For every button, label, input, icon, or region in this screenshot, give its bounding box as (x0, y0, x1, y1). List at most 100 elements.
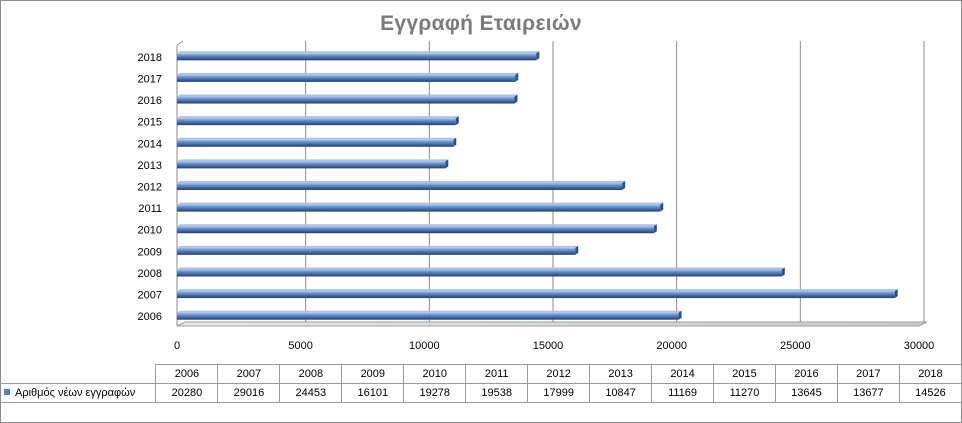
data-table-value: 11270 (713, 383, 776, 403)
bar-face (177, 161, 446, 169)
data-table-year: 2010 (403, 364, 467, 384)
bar-end (455, 116, 459, 126)
data-table-year: 2014 (651, 364, 715, 384)
x-tick-label: 20000 (656, 340, 687, 352)
data-table-value: 11169 (651, 383, 715, 403)
y-axis-depth (176, 40, 184, 46)
data-table-year: 2012 (527, 364, 591, 384)
bar-face (177, 183, 623, 190)
x-tick-label: 0 (174, 340, 180, 352)
data-table-year: 2007 (217, 364, 281, 384)
bar (177, 245, 579, 255)
data-table-value: 16101 (341, 383, 405, 403)
bar-face (177, 118, 456, 126)
bar-face (177, 247, 576, 255)
data-table-value: 29016 (217, 383, 281, 403)
y-tick-label: 2006 (138, 311, 162, 323)
data-table-header-row: 2006 2007 2008 2009 2010 2011 2012 2013 2014 2015… (0, 364, 962, 384)
bar (177, 202, 664, 212)
bar-end (453, 137, 457, 147)
y-tick-label: 2015 (138, 117, 162, 129)
bar-face (177, 53, 537, 61)
data-table-value: 24453 (279, 383, 343, 403)
x-tick-label: 25000 (780, 340, 811, 352)
bar-face (177, 226, 654, 234)
y-tick-label: 2012 (138, 182, 162, 194)
x-tick-label: 5000 (288, 340, 312, 352)
bar (177, 116, 459, 126)
bar-top (177, 94, 518, 97)
bar (177, 289, 898, 299)
x-tick-label: 15000 (533, 340, 564, 352)
data-table-year: 2018 (898, 364, 962, 384)
bar-end (653, 224, 657, 234)
bar-face (177, 291, 895, 299)
data-table-year: 2008 (279, 364, 343, 384)
bar-top (177, 224, 657, 227)
bar-top (177, 72, 519, 75)
bar-end (781, 267, 785, 277)
y-tick-label: 2013 (138, 160, 162, 172)
bar-face (177, 96, 515, 104)
y-tick-label: 2008 (138, 268, 162, 280)
data-table-year: 2016 (774, 364, 838, 384)
bar (177, 51, 540, 61)
bar (177, 159, 449, 169)
chart-title: Εγγραφή Εταιρειών (380, 12, 582, 35)
data-table-year: 2011 (465, 364, 529, 384)
data-table-series-label: Αριθμός νέων εγγραφών (0, 383, 157, 403)
bar (177, 72, 519, 82)
data-table-value: 20280 (155, 383, 219, 403)
data-table-corner (0, 364, 157, 384)
bar (177, 267, 785, 277)
data-table-value: 10847 (589, 383, 653, 403)
bar-end (622, 181, 626, 190)
bar-face (177, 312, 679, 320)
x-tick-label: 10000 (409, 340, 440, 352)
y-tick-label: 2017 (138, 73, 162, 85)
bar-end (678, 310, 682, 320)
data-table-value: 13645 (774, 383, 838, 403)
bar-face (177, 139, 454, 147)
bar-top (177, 245, 579, 248)
y-tick-label: 2009 (138, 246, 162, 258)
bar-end (660, 202, 664, 212)
y-tick-label: 2007 (138, 290, 162, 302)
data-table-value: 19538 (465, 383, 529, 403)
bar-end (514, 94, 518, 104)
data-table-value: 13677 (836, 383, 900, 403)
bar-top (177, 181, 626, 183)
bar (177, 137, 457, 147)
y-tick-label: 2016 (138, 95, 162, 107)
data-table-value: 17999 (527, 383, 591, 403)
legend-key-icon (4, 389, 10, 396)
bar-top (177, 267, 785, 270)
data-table-year: 2009 (341, 364, 405, 384)
bar-top (177, 159, 449, 162)
bar-top (177, 202, 664, 205)
data-table-year: 2015 (713, 364, 776, 384)
bar (177, 181, 626, 190)
bar-face (177, 269, 782, 277)
data-table-value: 14526 (898, 383, 962, 403)
data-table-year: 2013 (589, 364, 653, 384)
bar-face (177, 74, 516, 82)
bar-top (177, 310, 682, 313)
bar-top (177, 137, 457, 140)
bar-top (177, 51, 540, 54)
bar-end (445, 159, 449, 169)
bar-top (177, 289, 898, 292)
data-table-year: 2006 (155, 364, 219, 384)
bar-face (177, 204, 661, 212)
bar (177, 224, 657, 234)
series-name: Αριθμός νέων εγγραφών (15, 387, 136, 399)
bar-end (575, 245, 579, 255)
data-table-value: 19278 (403, 383, 467, 403)
plot-floor (176, 321, 928, 327)
data-table: 2006 2007 2008 2009 2010 2011 2012 2013 2014 2015… (0, 364, 962, 403)
y-tick-label: 2010 (138, 225, 162, 237)
y-tick-label: 2014 (138, 138, 162, 150)
y-tick-label: 2011 (138, 203, 162, 215)
bar-end (515, 72, 519, 82)
